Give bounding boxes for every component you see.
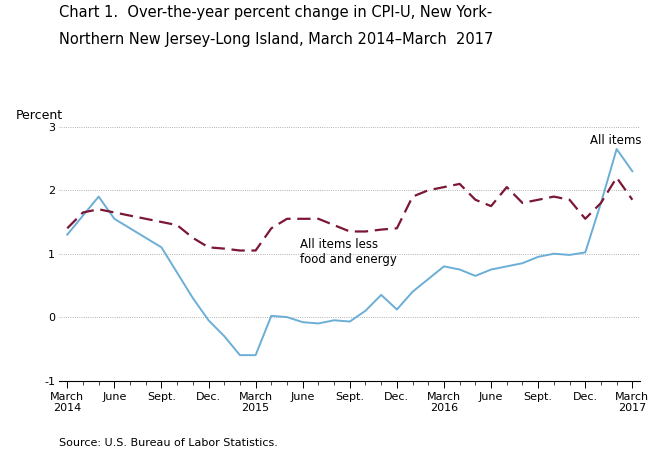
Text: Northern New Jersey-Long Island, March 2014–March  2017: Northern New Jersey-Long Island, March 2… — [59, 32, 494, 47]
Text: All items less
food and energy: All items less food and energy — [300, 238, 397, 266]
Text: Percent: Percent — [16, 109, 63, 122]
Text: Source: U.S. Bureau of Labor Statistics.: Source: U.S. Bureau of Labor Statistics. — [59, 439, 279, 448]
Text: All items: All items — [590, 134, 642, 147]
Text: Chart 1.  Over-the-year percent change in CPI-U, New York-: Chart 1. Over-the-year percent change in… — [59, 5, 492, 19]
